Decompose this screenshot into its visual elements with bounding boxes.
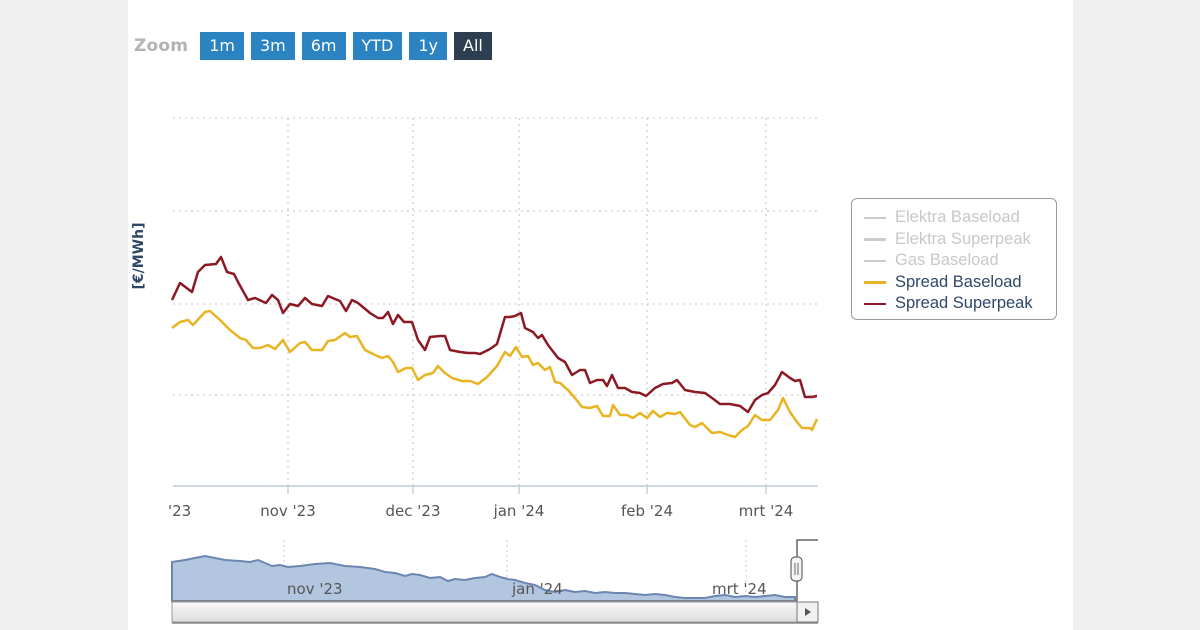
arrow-right-icon [805, 608, 811, 616]
legend-item-elektra-baseload[interactable]: Elektra Baseload [864, 207, 1056, 229]
zoom-range-selector: Zoom 1m 3m 6m YTD 1y All [134, 32, 499, 60]
legend-label: Spread Baseload [895, 272, 1022, 291]
x-axis-ticks [287, 486, 767, 494]
zoom-all-button[interactable]: All [454, 32, 492, 60]
legend-item-spread-baseload[interactable]: Spread Baseload [864, 272, 1056, 294]
legend-item-elektra-superpeak[interactable]: Elektra Superpeak [864, 229, 1056, 251]
legend-label: Spread Superpeak [895, 294, 1033, 313]
legend-line-icon [864, 281, 886, 284]
legend-label: Elektra Superpeak [895, 229, 1031, 248]
x-tick-label: dec '23 [385, 502, 441, 520]
x-tick-label: mrt '24 [738, 502, 794, 520]
legend-label: Elektra Baseload [895, 208, 1020, 227]
scrollbar-thumb[interactable] [171, 601, 798, 623]
navigator[interactable] [171, 539, 818, 602]
x-tick-label: jan '24 [493, 502, 545, 520]
chart-legend: Elektra Baseload Elektra Superpeak Gas B… [851, 198, 1057, 320]
x-tick-label: '23 [168, 502, 192, 520]
legend-item-gas-baseload[interactable]: Gas Baseload [864, 250, 1056, 272]
zoom-1m-button[interactable]: 1m [200, 32, 244, 60]
navigator-tick-label: nov '23 [287, 580, 343, 598]
scrollbar[interactable] [171, 601, 819, 624]
zoom-label: Zoom [134, 36, 189, 56]
navigator-series-area [171, 554, 796, 602]
legend-line-icon [864, 238, 886, 241]
zoom-1y-button[interactable]: 1y [409, 32, 448, 60]
y-axis-label: [€/MWh] [131, 222, 147, 290]
legend-line-icon [864, 216, 886, 219]
legend-line-icon [864, 259, 886, 262]
x-tick-label: nov '23 [260, 502, 316, 520]
x-tick-label: feb '24 [620, 502, 674, 520]
navigator-right-handle[interactable] [790, 556, 803, 582]
legend-line-icon [864, 302, 886, 305]
zoom-6m-button[interactable]: 6m [301, 32, 346, 60]
legend-item-spread-superpeak[interactable]: Spread Superpeak [864, 293, 1056, 315]
navigator-tick-label: mrt '24 [712, 580, 767, 598]
plot-gridlines [173, 117, 818, 486]
legend-label: Gas Baseload [895, 251, 999, 270]
zoom-ytd-button[interactable]: YTD [352, 32, 403, 60]
spread-baseload-line[interactable] [171, 309, 819, 439]
navigator-tick-label: jan '24 [512, 580, 563, 598]
spread-superpeak-line[interactable] [170, 255, 818, 414]
zoom-3m-button[interactable]: 3m [250, 32, 295, 60]
